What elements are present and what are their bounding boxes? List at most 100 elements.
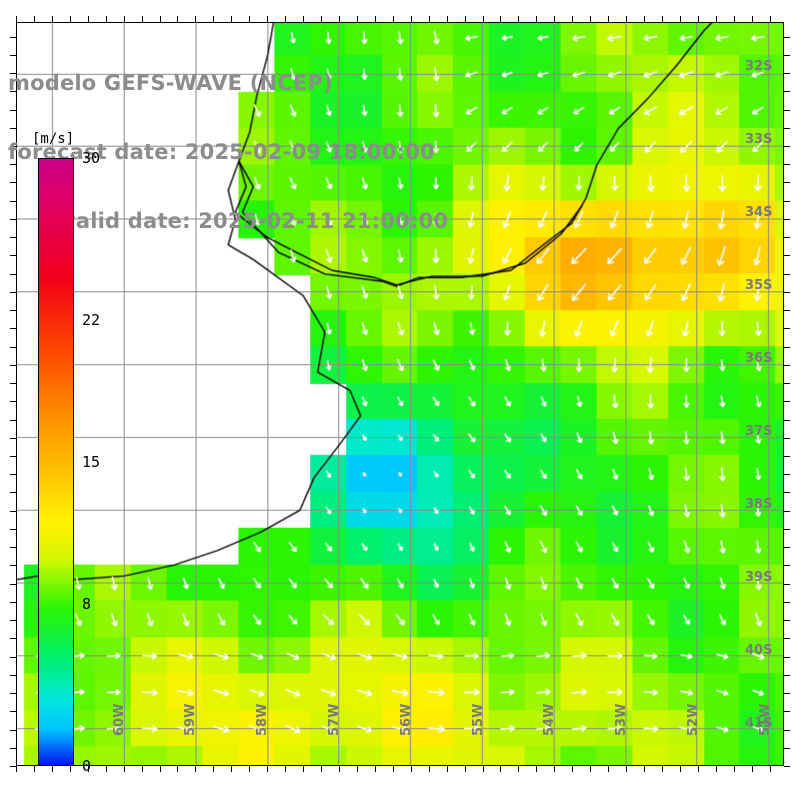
x-tick xyxy=(356,766,358,772)
y-tick xyxy=(784,328,790,330)
x-tick xyxy=(715,16,717,22)
x-tick xyxy=(356,16,358,22)
x-tick xyxy=(697,766,699,772)
lat-label-33S: 33S xyxy=(745,132,773,147)
x-tick xyxy=(303,766,305,772)
x-tick xyxy=(464,766,466,772)
y-tick xyxy=(10,91,16,93)
y-tick xyxy=(784,109,790,111)
lon-label-60W: 60W xyxy=(111,703,127,736)
y-tick xyxy=(10,601,16,603)
y-tick xyxy=(784,656,790,658)
y-tick xyxy=(10,711,16,713)
x-tick xyxy=(303,16,305,22)
x-tick xyxy=(195,766,197,772)
lat-label-37S: 37S xyxy=(745,423,773,439)
y-tick xyxy=(784,674,790,676)
lat-label-41S: 41S xyxy=(745,715,773,731)
x-tick xyxy=(33,16,35,22)
map-plot-area[interactable]: 61W60W59W58W57W56W55W54W53W52W51W32S33S3… xyxy=(16,22,784,766)
y-tick xyxy=(10,255,16,257)
y-tick xyxy=(784,91,790,93)
y-tick xyxy=(10,510,16,512)
y-tick xyxy=(784,419,790,421)
y-tick xyxy=(10,310,16,312)
lat-label-35S: 35S xyxy=(745,277,773,293)
y-tick xyxy=(10,766,16,767)
x-tick xyxy=(249,766,251,772)
y-tick xyxy=(784,146,790,147)
x-tick xyxy=(536,16,538,22)
x-tick xyxy=(679,766,681,772)
lat-label-40S: 40S xyxy=(745,642,773,658)
colorbar-gradient xyxy=(38,158,74,766)
y-tick xyxy=(10,164,16,166)
wind-field-canvas xyxy=(17,23,783,765)
y-tick xyxy=(10,346,16,348)
y-tick xyxy=(10,73,16,75)
lon-label-55W: 55W xyxy=(470,703,486,736)
y-tick xyxy=(10,401,16,403)
x-tick xyxy=(751,16,753,22)
x-tick xyxy=(321,16,323,22)
x-tick xyxy=(249,16,251,22)
y-tick xyxy=(784,401,790,403)
y-tick xyxy=(784,729,790,731)
x-tick xyxy=(123,766,125,772)
y-tick xyxy=(784,237,790,239)
y-tick xyxy=(784,218,790,220)
x-tick xyxy=(267,16,269,22)
x-tick xyxy=(590,16,592,22)
lat-label-36S: 36S xyxy=(745,350,773,366)
y-tick xyxy=(10,182,16,184)
x-tick xyxy=(231,16,233,22)
y-tick xyxy=(784,273,790,275)
x-tick xyxy=(105,766,107,772)
colorbar-tick-30: 30 xyxy=(82,149,101,167)
y-tick xyxy=(784,711,790,713)
x-tick xyxy=(518,16,520,22)
x-tick xyxy=(392,766,394,772)
colorbar-tick-22: 22 xyxy=(82,311,101,330)
x-tick xyxy=(159,16,161,22)
y-tick xyxy=(784,528,790,530)
colorbar-units-label: [m/s] xyxy=(32,131,75,147)
x-tick xyxy=(428,16,430,22)
x-tick xyxy=(177,766,179,772)
x-tick xyxy=(87,766,89,772)
lat-label-34S: 34S xyxy=(745,204,773,220)
x-tick xyxy=(482,16,484,22)
x-tick xyxy=(69,766,71,772)
lon-label-53W: 53W xyxy=(614,703,630,736)
x-tick xyxy=(285,766,287,772)
x-tick xyxy=(697,16,699,22)
x-tick xyxy=(285,16,287,22)
y-tick xyxy=(10,291,16,293)
x-tick xyxy=(464,16,466,22)
x-tick xyxy=(661,16,663,22)
x-tick xyxy=(644,16,646,22)
y-tick xyxy=(10,456,16,457)
x-tick xyxy=(16,766,17,772)
y-tick xyxy=(784,474,790,476)
x-tick xyxy=(536,766,538,772)
y-tick xyxy=(10,729,16,731)
y-tick xyxy=(784,456,790,457)
lon-label-56W: 56W xyxy=(398,703,414,736)
x-tick xyxy=(374,16,376,22)
x-tick xyxy=(231,766,233,772)
x-tick xyxy=(608,766,610,772)
x-tick xyxy=(554,16,556,22)
x-tick xyxy=(213,16,215,22)
x-tick xyxy=(267,766,269,772)
x-tick xyxy=(141,766,143,772)
x-tick xyxy=(16,16,17,22)
x-tick xyxy=(213,766,215,772)
x-tick xyxy=(626,16,628,22)
x-tick xyxy=(590,766,592,772)
x-tick xyxy=(554,766,556,772)
y-tick xyxy=(784,766,790,767)
x-tick xyxy=(338,766,340,772)
x-tick xyxy=(123,16,125,22)
